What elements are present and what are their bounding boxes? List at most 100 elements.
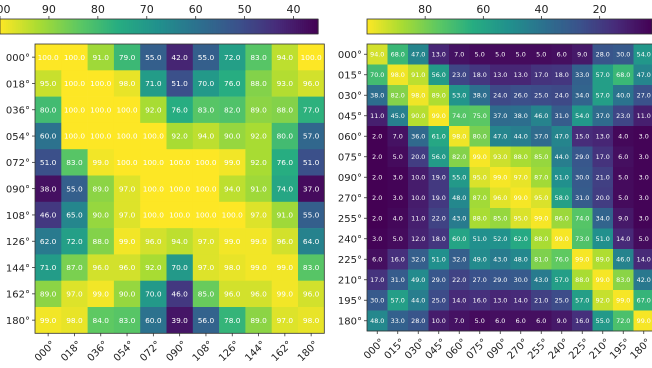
y-tick-label: 090° — [6, 184, 30, 195]
cell-value-label: 99.0 — [555, 235, 569, 243]
cell-value-label: 92.0 — [145, 105, 162, 114]
cell-value-label: 83.0 — [66, 158, 83, 167]
cell-value-label: 30.0 — [616, 51, 630, 59]
cell-value-label: 25.0 — [555, 297, 569, 305]
x-tick-label: 072° — [138, 339, 163, 364]
cell-value-label: 16.0 — [391, 256, 405, 264]
cell-value-label: 55.0 — [145, 53, 162, 62]
cell-value-label: 91.0 — [250, 184, 267, 193]
cell-value-label: 99.0 — [534, 215, 548, 223]
cell-value-label: 100.0 — [116, 158, 137, 167]
colorbar-tick-label: 40 — [287, 3, 301, 16]
cell-value-label: 5.0 — [393, 153, 403, 161]
cell-value-label: 89.0 — [93, 184, 110, 193]
cell-value-label: 98.0 — [452, 133, 466, 141]
cell-value-label: 55.0 — [596, 317, 610, 325]
cell-value-label: 94.0 — [224, 184, 241, 193]
x-tick-label: 045° — [424, 337, 449, 362]
cell-value-label: 57.0 — [596, 71, 610, 79]
cell-value-label: 90.0 — [119, 290, 136, 299]
cell-value-label: 56.0 — [198, 316, 215, 325]
cell-value-label: 85.0 — [198, 290, 215, 299]
cell-value-label: 97.0 — [277, 316, 294, 325]
cell-value-label: 2.0 — [372, 174, 382, 182]
cell-value-label: 98.0 — [411, 92, 425, 100]
cell-value-label: 37.0 — [493, 112, 507, 120]
cell-value-label: 99.0 — [616, 297, 630, 305]
cell-value-label: 100.0 — [64, 79, 85, 88]
cell-value-label: 11.0 — [370, 112, 384, 120]
cell-value-label: 97.0 — [250, 211, 267, 220]
cell-value-label: 57.0 — [391, 297, 405, 305]
cell-value-label: 2.0 — [372, 215, 382, 223]
cell-value-label: 100.0 — [195, 158, 216, 167]
cell-value-label: 52.0 — [493, 235, 507, 243]
cell-value-label: 72.0 — [224, 53, 241, 62]
cell-value-label: 90.0 — [224, 132, 241, 141]
y-tick-label: 072° — [6, 158, 30, 169]
cell-value-label: 48.0 — [452, 194, 466, 202]
cell-value-label: 99.0 — [250, 237, 267, 246]
cell-value-label: 75.0 — [473, 112, 487, 120]
cell-value-label: 89.0 — [250, 316, 267, 325]
cell-value-label: 70.0 — [370, 71, 384, 79]
y-tick-label: 015° — [338, 71, 362, 82]
x-tick-label: 054° — [112, 339, 137, 364]
y-tick-label: 000° — [338, 50, 362, 61]
y-tick-label: 060° — [338, 132, 362, 143]
cell-value-label: 88.0 — [534, 235, 548, 243]
cell-value-label: 72.0 — [66, 237, 83, 246]
cell-value-label: 43.0 — [493, 256, 507, 264]
cell-value-label: 96.0 — [224, 290, 241, 299]
y-tick-label: 162° — [6, 290, 30, 301]
cell-value-label: 46.0 — [616, 256, 630, 264]
cell-value-label: 97.0 — [198, 263, 215, 272]
cell-value-label: 48.0 — [514, 256, 528, 264]
cell-value-label: 100.0 — [116, 132, 137, 141]
cell-value-label: 3.0 — [372, 235, 382, 243]
cell-value-label: 38.0 — [514, 112, 528, 120]
y-tick-label: 075° — [338, 153, 362, 164]
cell-value-label: 86.0 — [555, 215, 569, 223]
cell-value-label: 99.0 — [493, 174, 507, 182]
cell-value-label: 94.0 — [277, 53, 294, 62]
cell-value-label: 99.0 — [637, 317, 651, 325]
cell-value-label: 60.0 — [40, 132, 57, 141]
cell-value-label: 3.0 — [639, 153, 649, 161]
x-tick-label: 270° — [506, 337, 531, 362]
cell-value-label: 82.0 — [224, 105, 241, 114]
cell-value-label: 11.0 — [411, 215, 425, 223]
cell-value-label: 15.0 — [575, 133, 589, 141]
cell-value-label: 51.0 — [555, 174, 569, 182]
cell-value-label: 57.0 — [596, 92, 610, 100]
colorbar-tick-label: 60 — [476, 3, 490, 16]
y-tick-label: 126° — [6, 237, 30, 248]
cell-value-label: 24.0 — [493, 92, 507, 100]
y-tick-label: 108° — [6, 211, 30, 222]
cell-value-label: 100.0 — [195, 184, 216, 193]
cell-value-label: 83.0 — [119, 316, 136, 325]
x-tick-label: 075° — [465, 337, 490, 362]
cell-value-label: 99.0 — [575, 256, 589, 264]
cell-value-label: 94.0 — [370, 51, 384, 59]
cell-value-label: 16.0 — [575, 317, 589, 325]
cell-value-label: 100.0 — [169, 211, 190, 220]
x-tick-label: 210° — [588, 337, 613, 362]
cell-value-label: 100.0 — [90, 79, 111, 88]
cell-value-label: 70.0 — [171, 263, 188, 272]
cell-value-label: 92.0 — [596, 297, 610, 305]
cell-value-label: 55.0 — [198, 53, 215, 62]
cell-value-label: 3.0 — [393, 174, 403, 182]
cell-value-label: 13.0 — [514, 71, 528, 79]
x-tick-label: 000° — [33, 339, 58, 364]
cell-value-label: 81.0 — [534, 256, 548, 264]
cell-value-label: 4.0 — [618, 133, 628, 141]
cell-value-label: 25.0 — [534, 92, 548, 100]
cell-value-label: 100.0 — [143, 211, 164, 220]
cell-value-label: 5.0 — [618, 174, 628, 182]
cell-value-label: 96.0 — [493, 194, 507, 202]
cell-value-label: 9.0 — [618, 215, 628, 223]
cell-value-label: 97.0 — [119, 184, 136, 193]
cell-value-label: 100.0 — [64, 105, 85, 114]
cell-value-label: 51.0 — [303, 158, 320, 167]
